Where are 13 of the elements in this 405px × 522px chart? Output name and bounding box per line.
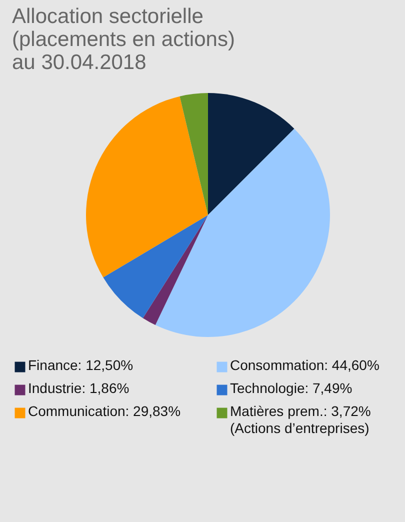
legend-label: Consommation: 44,60% — [230, 357, 380, 373]
legend-label: Matières prem.: 3,72% (Actions d’entreprises) — [230, 403, 371, 436]
pie-slice — [103, 215, 208, 318]
legend-label: Finance: 12,50% — [28, 357, 134, 373]
legend-label: Communication: 29,83% — [28, 403, 181, 419]
legend-label: Industrie: 1,86% — [28, 380, 130, 396]
chart-title: Allocation sectorielle (placements en actions) au 30.04.2018 — [12, 5, 235, 74]
pie-slice — [86, 96, 208, 278]
pie-slice — [142, 215, 208, 326]
pie-slice — [180, 93, 208, 215]
pie-slice — [155, 128, 330, 337]
pie-slice — [208, 93, 294, 215]
legend-label: Technologie: 7,49% — [230, 380, 352, 396]
